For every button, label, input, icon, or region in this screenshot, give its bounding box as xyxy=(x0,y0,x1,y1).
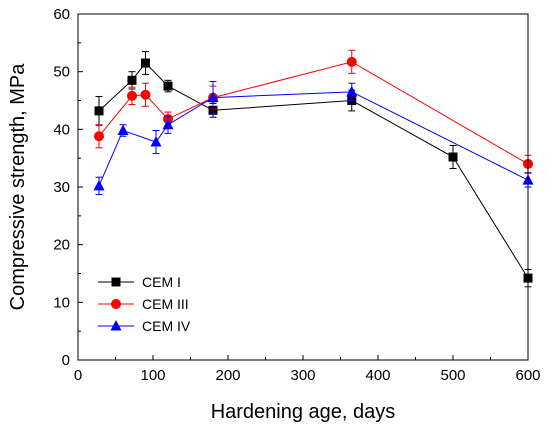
x-tick-label: 200 xyxy=(215,367,240,384)
legend: CEM I CEM III CEM IV xyxy=(98,274,191,334)
x-tick-label: 600 xyxy=(515,367,540,384)
plot-frame xyxy=(77,13,529,361)
y-tick-label: 60 xyxy=(53,6,70,23)
legend-marker xyxy=(110,320,122,331)
x-axis-title: Hardening age, days xyxy=(211,401,396,423)
y-tick-label: 10 xyxy=(53,294,70,311)
x-tick-label: 500 xyxy=(440,367,465,384)
y-tick-label: 30 xyxy=(53,179,70,196)
data-point xyxy=(163,81,173,91)
data-point xyxy=(346,85,358,97)
data-point xyxy=(94,131,104,142)
y-tick-label: 50 xyxy=(53,64,70,81)
data-point xyxy=(141,58,150,68)
data-point xyxy=(150,136,162,147)
data-point xyxy=(162,118,174,130)
data-point xyxy=(140,89,151,100)
data-point xyxy=(127,75,137,85)
y-axis-title: Compressive strength, MPa xyxy=(7,63,29,311)
y-tick-label: 0 xyxy=(62,352,70,369)
data-point xyxy=(346,56,357,67)
series-2 xyxy=(93,80,534,195)
x-tick-label: 0 xyxy=(74,367,82,384)
legend-label: CEM III xyxy=(142,296,189,312)
legend-label: CEM I xyxy=(142,274,181,290)
series-line xyxy=(98,61,529,165)
data-point xyxy=(207,91,219,103)
legend-label: CEM IV xyxy=(142,318,191,334)
legend-marker xyxy=(111,277,121,287)
data-point xyxy=(117,124,129,135)
data-point xyxy=(127,90,137,101)
data-point xyxy=(93,179,105,191)
series-1 xyxy=(94,49,533,174)
x-tick-label: 100 xyxy=(140,367,165,384)
x-tick-label: 400 xyxy=(365,367,390,384)
series-line xyxy=(98,62,529,279)
data-point xyxy=(448,152,458,162)
y-tick-label: 40 xyxy=(53,121,70,138)
y-tick-label: 20 xyxy=(53,237,70,254)
series-0 xyxy=(94,50,533,288)
legend-marker xyxy=(111,299,121,309)
x-tick-label: 300 xyxy=(290,367,315,384)
series-line xyxy=(98,91,529,187)
data-point xyxy=(94,106,104,116)
